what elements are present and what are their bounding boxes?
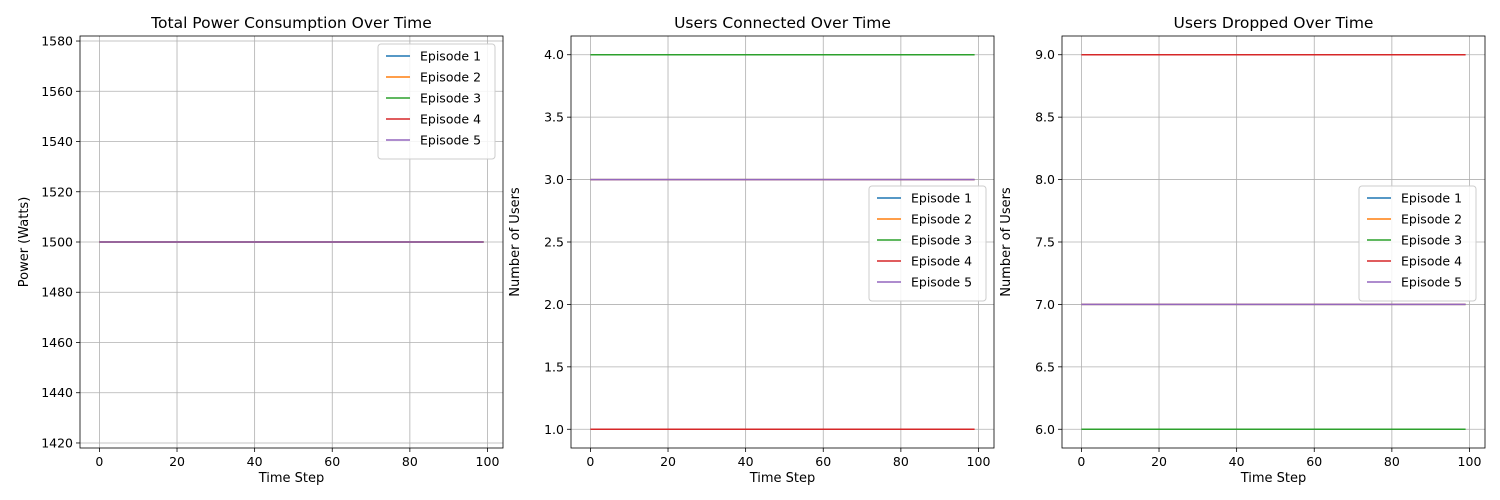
y-tick-label: 2.0 [544, 297, 564, 312]
x-axis-label: Time Step [749, 471, 816, 486]
x-axis-label: Time Step [1240, 471, 1307, 486]
legend-box [377, 43, 496, 160]
y-tick-label: 1520 [41, 184, 73, 199]
x-tick-label: 60 [324, 454, 340, 469]
legend-label: Episode 5 [420, 133, 481, 148]
x-tick-label: 40 [738, 454, 754, 469]
legend: Episode 1 Episode 2 Episode 3 Episode 4 Epis… [1358, 185, 1477, 302]
y-tick-label: 1.0 [544, 422, 564, 437]
chart-panel-2: 0 20 40 60 80 100 1.0 1.5 2.0 2.5 3.0 3.5 4.0 Users C… [508, 14, 995, 486]
y-tick-label: 1440 [41, 385, 73, 400]
legend-label: Episode 1 [1401, 191, 1462, 206]
legend: Episode 1 Episode 2 Episode 3 Episode 4 Epis… [377, 43, 496, 160]
chart-panel-3: 0 20 40 60 80 100 6.0 6.5 7.0 7.5 8.0 8.5 9.0 Users D… [999, 14, 1486, 486]
legend-label: Episode 2 [420, 70, 481, 85]
legend: Episode 1 Episode 2 Episode 3 Episode 4 Epis… [868, 185, 987, 302]
x-tick-label: 60 [1306, 454, 1322, 469]
y-axis-label: Power (Watts) [17, 197, 32, 288]
x-tick-label: 40 [1229, 454, 1245, 469]
chart-title: Users Connected Over Time [674, 14, 891, 32]
legend-label: Episode 2 [911, 212, 972, 227]
y-tick-label: 7.5 [1035, 235, 1055, 250]
x-tick-label: 0 [1077, 454, 1085, 469]
y-tick-label: 2.5 [544, 235, 564, 250]
legend-label: Episode 3 [911, 233, 972, 248]
x-tick-label: 60 [815, 454, 831, 469]
legend-label: Episode 3 [420, 91, 481, 106]
y-tick-label: 1420 [41, 435, 73, 450]
y-axis-label: Number of Users [999, 187, 1014, 297]
x-tick-label: 20 [169, 454, 185, 469]
legend-box [1358, 185, 1477, 302]
legend-label: Episode 1 [420, 49, 481, 64]
chart-panel-1: 0 20 40 60 80 100 1420 1440 1460 1480 1500 1520 1540… [17, 14, 504, 486]
y-tick-label: 1480 [41, 285, 73, 300]
legend-label: Episode 3 [1401, 233, 1462, 248]
y-tick-label: 1500 [41, 235, 73, 250]
legend-label: Episode 4 [911, 254, 972, 269]
x-tick-label: 40 [247, 454, 263, 469]
y-tick-label: 1560 [41, 84, 73, 99]
y-tick-label: 1540 [41, 134, 73, 149]
y-tick-label: 3.5 [544, 110, 564, 125]
legend-label: Episode 2 [1401, 212, 1462, 227]
y-tick-label: 6.0 [1035, 422, 1055, 437]
legend-box [868, 185, 987, 302]
y-tick-label: 1580 [41, 34, 73, 49]
y-tick-label: 8.0 [1035, 172, 1055, 187]
y-tick-label: 1460 [41, 335, 73, 350]
legend-label: Episode 5 [1401, 275, 1462, 290]
y-tick-label: 8.5 [1035, 110, 1055, 125]
x-tick-label: 100 [1458, 454, 1482, 469]
y-axis-label: Number of Users [508, 187, 523, 297]
chart-title: Users Dropped Over Time [1174, 14, 1374, 32]
legend-label: Episode 4 [420, 112, 481, 127]
legend-label: Episode 4 [1401, 254, 1462, 269]
legend-label: Episode 5 [911, 275, 972, 290]
x-tick-label: 80 [402, 454, 418, 469]
legend-label: Episode 1 [911, 191, 972, 206]
y-tick-label: 6.5 [1035, 359, 1055, 374]
x-tick-label: 20 [660, 454, 676, 469]
x-axis-label: Time Step [258, 471, 325, 486]
x-tick-label: 80 [893, 454, 909, 469]
x-tick-label: 80 [1384, 454, 1400, 469]
x-tick-label: 20 [1151, 454, 1167, 469]
x-tick-label: 0 [95, 454, 103, 469]
y-tick-label: 7.0 [1035, 297, 1055, 312]
x-tick-label: 100 [476, 454, 500, 469]
x-tick-label: 0 [586, 454, 594, 469]
y-tick-label: 4.0 [544, 47, 564, 62]
x-tick-label: 100 [967, 454, 991, 469]
y-tick-label: 3.0 [544, 172, 564, 187]
chart-title: Total Power Consumption Over Time [150, 14, 432, 32]
y-tick-label: 9.0 [1035, 47, 1055, 62]
y-tick-label: 1.5 [544, 359, 564, 374]
